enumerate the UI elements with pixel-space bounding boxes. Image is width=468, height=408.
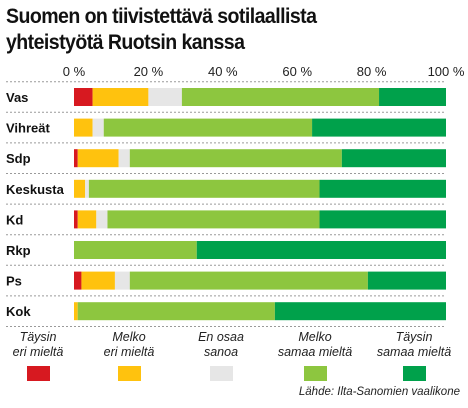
category-label: Vas — [6, 90, 28, 105]
bar-segment — [92, 118, 104, 137]
bar-segment — [312, 118, 446, 137]
bar-segment — [319, 210, 446, 229]
category-label: Kok — [6, 304, 31, 319]
x-tick-label: 0 % — [63, 64, 86, 79]
source-note: Lähde: Ilta-Sanomien vaalikone — [298, 386, 460, 398]
legend-label: Melko eri mieltä — [103, 330, 155, 359]
legend-swatch — [304, 366, 327, 381]
legend-label: En osaa sanoa — [198, 330, 244, 359]
bar-segment — [92, 88, 149, 106]
legend-swatch — [27, 366, 50, 381]
category-label: Sdp — [6, 151, 31, 166]
legend-swatch — [118, 366, 141, 381]
chart-title-line-1: Suomen on tiivistettävä sotilaallista — [6, 5, 317, 28]
bar-segment — [107, 210, 320, 229]
bar-segment — [96, 210, 108, 229]
bar-segment — [74, 88, 93, 106]
stacked-bar-chart: 0 % 20 % 40 % 60 % 80 % 100 % Vas Vihreät Sdp Kes… — [6, 64, 465, 327]
bar-segment — [129, 271, 368, 290]
category-label: Keskusta — [6, 182, 65, 197]
bar-segment — [274, 302, 446, 321]
x-tick-label: 80 % — [357, 64, 387, 79]
bar-segment — [74, 179, 86, 198]
bar-segment — [367, 271, 446, 290]
bar-segment — [77, 302, 275, 321]
bar-segment — [196, 241, 446, 259]
bar-segment — [148, 88, 182, 106]
legend-swatch — [403, 366, 426, 381]
bar-segment — [114, 271, 130, 290]
bar-segment — [103, 118, 313, 137]
bar-segment — [77, 149, 119, 168]
x-tick-label: 40 % — [208, 64, 238, 79]
x-tick-label: 60 % — [282, 64, 312, 79]
bar-segment — [74, 149, 78, 168]
category-label: Kd — [6, 212, 23, 227]
legend-label: Täysin samaa mieltä — [376, 330, 452, 359]
bar-segment — [341, 149, 446, 168]
legend-swatch — [210, 366, 233, 381]
bar-segment — [181, 88, 380, 106]
bar-segment — [74, 302, 78, 321]
bar-segment — [81, 271, 115, 290]
bar-segment — [129, 149, 342, 168]
bar-segment — [319, 179, 446, 198]
category-label: Ps — [6, 274, 22, 289]
legend-label: Melko samaa mieltä — [277, 330, 353, 359]
bar-segment — [77, 210, 97, 229]
bar-segment — [85, 179, 89, 198]
category-label: Rkp — [6, 243, 31, 258]
bar-segment — [379, 88, 446, 106]
x-tick-label: 20 % — [134, 64, 164, 79]
bar-segment — [118, 149, 130, 168]
bar-segment — [74, 118, 93, 137]
bar-segment — [74, 210, 78, 229]
chart-title-line-2: yhteistyötä Ruotsin kanssa — [6, 31, 245, 54]
bar-segment — [74, 271, 82, 290]
bar-segment — [88, 179, 320, 198]
category-label: Vihreät — [6, 121, 51, 136]
x-tick-label: 100 % — [428, 64, 465, 79]
legend-label: Täysin eri mieltä — [12, 330, 64, 359]
bar-segment — [74, 241, 197, 259]
